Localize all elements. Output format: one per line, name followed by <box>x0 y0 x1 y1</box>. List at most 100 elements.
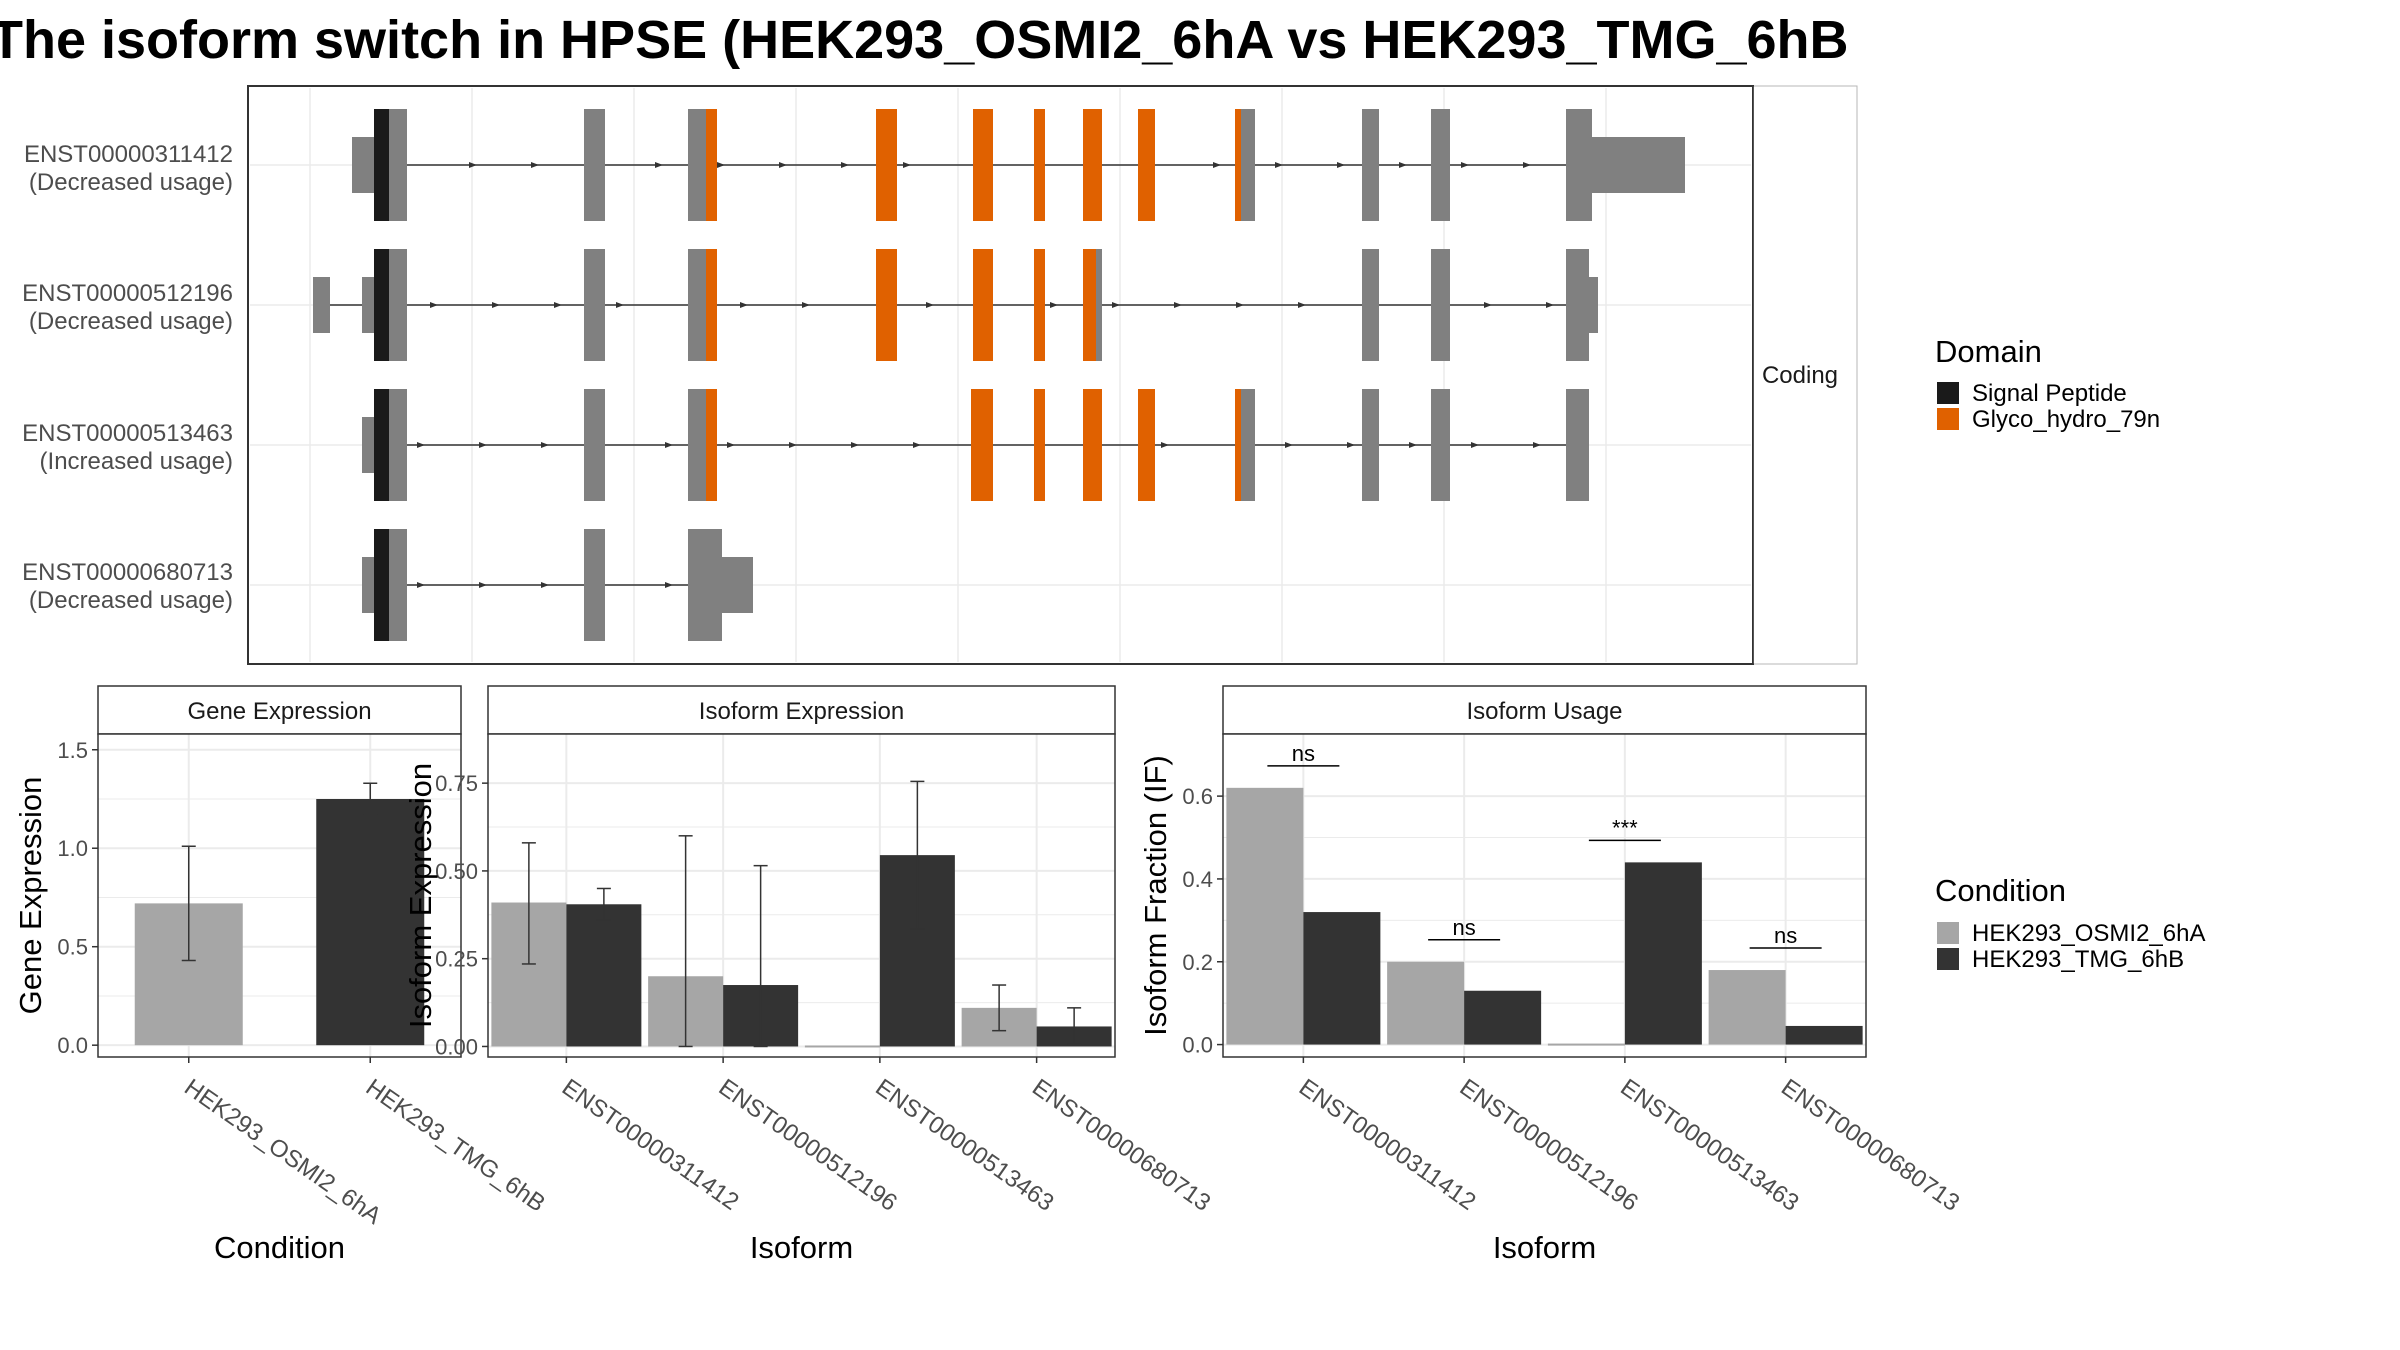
intron-arrow <box>789 442 797 448</box>
exon-block <box>362 277 375 333</box>
transcript-id-label: ENST00000513463 <box>22 420 233 447</box>
transcript-id-label: ENST00000311412 <box>24 141 233 168</box>
x-tick-label: ENST00000512196 <box>1455 1074 1643 1217</box>
intron-arrow <box>740 302 748 308</box>
domain-block <box>973 249 993 361</box>
y-tick-label: 0.0 <box>1182 1033 1213 1058</box>
figure-title: The isoform switch in HPSE (HEK293_OSMI2… <box>0 10 1849 70</box>
intron-arrow <box>417 442 425 448</box>
domain-block <box>1034 249 1045 361</box>
plot-frame <box>1222 733 1867 1058</box>
intron-arrow <box>417 582 425 588</box>
domain-block <box>876 249 897 361</box>
exon-block <box>722 557 753 613</box>
intron-arrow <box>1337 162 1345 168</box>
intron-arrow <box>1275 162 1283 168</box>
plot-frame <box>487 733 1116 1058</box>
intron-arrow <box>665 442 673 448</box>
exon-block <box>387 529 407 641</box>
intron-arrow <box>841 162 849 168</box>
intron-arrow <box>479 442 487 448</box>
condition-b-swatch <box>1937 948 1959 970</box>
transcript-usage-label: (Decreased usage) <box>29 308 233 335</box>
bar <box>1226 787 1304 1045</box>
intron-arrow <box>665 582 673 588</box>
intron-arrow <box>541 582 549 588</box>
structure-panel: Coding ENST00000311412 (Decreased usage)… <box>22 85 1858 665</box>
x-tick-label: HEK293_OSMI2_6hA <box>179 1074 386 1230</box>
intron-arrow <box>1050 302 1058 308</box>
domain-block <box>1034 389 1045 501</box>
domain-block <box>973 109 993 221</box>
transcript-tracks <box>313 109 1685 641</box>
y-tick-label: 0.2 <box>1182 950 1213 975</box>
domain-block <box>374 249 389 361</box>
intron-arrow <box>1298 302 1306 308</box>
intron-arrow <box>851 442 859 448</box>
exon-block <box>1431 109 1450 221</box>
exon-block <box>688 249 706 361</box>
panel-strip <box>1222 685 1867 735</box>
exon-block <box>1362 109 1379 221</box>
intron-arrow <box>430 302 438 308</box>
structure-panel-frame <box>247 85 1754 665</box>
intron-arrow <box>1285 442 1293 448</box>
domain-block <box>706 389 717 501</box>
condition-b-legend-label: HEK293_TMG_6hB <box>1972 946 2184 973</box>
intron-arrow <box>1409 442 1417 448</box>
intron-arrow <box>1174 302 1182 308</box>
exon-block <box>352 137 375 193</box>
domain-block <box>706 249 717 361</box>
significance-label: ns <box>1292 741 1315 766</box>
exon-block <box>584 109 605 221</box>
x-tick-label: ENST00000311412 <box>1294 1074 1481 1216</box>
y-tick-label: 0.5 <box>57 935 88 960</box>
intron-arrow <box>779 162 787 168</box>
panel-title: Gene Expression <box>187 698 371 725</box>
domain-block <box>1083 109 1102 221</box>
transcript-labels: ENST00000311412 (Decreased usage) ENST00… <box>22 141 233 614</box>
glyco-hydro-swatch <box>1937 408 1959 430</box>
bar <box>316 798 425 1046</box>
y-tick-label: 1.0 <box>57 836 88 861</box>
glyco-hydro-legend-label: Glyco_hydro_79n <box>1972 406 2160 433</box>
intron-arrow <box>554 302 562 308</box>
exon-block <box>362 557 375 613</box>
intron-arrow <box>492 302 500 308</box>
intron-arrow <box>926 302 934 308</box>
domain-block <box>706 109 717 221</box>
transcript-usage-label: (Decreased usage) <box>29 169 233 196</box>
domain-block <box>1235 109 1241 221</box>
exon-block <box>1589 277 1598 333</box>
exon-block <box>584 389 605 501</box>
panel-title: Isoform Expression <box>699 698 904 725</box>
intron-arrow <box>1546 302 1554 308</box>
x-axis-title: Condition <box>214 1230 345 1265</box>
exon-block <box>1592 137 1685 193</box>
significance-label: *** <box>1612 815 1638 840</box>
significance-label: ns <box>1774 923 1797 948</box>
exon-block <box>1566 249 1589 361</box>
x-tick-label: HEK293_TMG_6hB <box>361 1074 550 1218</box>
y-axis-title: Isoform Fraction (IF) <box>1138 755 1173 1036</box>
coding-strip-label: Coding <box>1762 362 1838 389</box>
condition-legend-title: Condition <box>1935 873 2066 908</box>
intron-arrow <box>1523 162 1531 168</box>
y-tick-label: 1.5 <box>57 738 88 763</box>
intron-arrow <box>802 302 810 308</box>
x-axis-title: Isoform <box>750 1230 853 1265</box>
bar <box>1303 912 1381 1045</box>
transcript-track <box>362 529 753 641</box>
transcript-track <box>313 249 1598 361</box>
exon-block <box>1566 109 1592 221</box>
intron-arrow <box>1161 442 1169 448</box>
exon-block <box>1431 249 1450 361</box>
intron-arrow <box>616 302 624 308</box>
intron-arrow <box>531 162 539 168</box>
domain-legend: Domain Signal Peptide Glyco_hydro_79n <box>1935 334 2160 433</box>
panel-strip <box>97 685 462 735</box>
exon-block <box>362 417 375 473</box>
condition-a-legend-label: HEK293_OSMI2_6hA <box>1972 920 2205 947</box>
exon-block <box>387 389 407 501</box>
intron-arrow <box>1112 302 1120 308</box>
